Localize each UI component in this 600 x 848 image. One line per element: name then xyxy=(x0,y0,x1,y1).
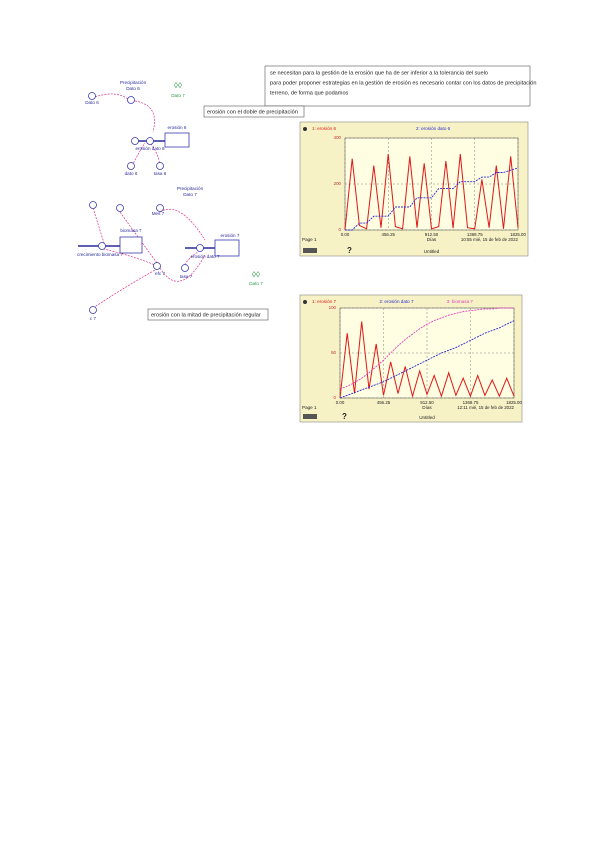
link xyxy=(184,251,199,266)
x-tick-label: 0.00 xyxy=(341,232,350,237)
legend-entry: 1: erosión 6 xyxy=(312,126,336,131)
node xyxy=(156,162,164,170)
series-line xyxy=(344,154,519,231)
caption: erosión con la mitad de precipitación re… xyxy=(151,312,261,318)
link xyxy=(159,208,206,241)
icon: ◊◊ xyxy=(252,270,260,279)
node-label: Dato 7 xyxy=(183,192,197,197)
paragraph-line: terreno, de forma que podamos xyxy=(270,90,349,96)
node-label: tasa 6 xyxy=(154,171,167,176)
y-tick-label: 100 xyxy=(329,305,337,310)
help-button: ? xyxy=(347,246,352,255)
caption-box xyxy=(203,105,305,118)
icon: ◊◊ xyxy=(174,81,182,90)
help-button: ? xyxy=(342,412,347,421)
diagram-2: ◊◊ Precipitación Dato 7 Mes 7 biomasa 7 … xyxy=(77,186,263,321)
y-tick-label: 50 xyxy=(331,350,336,355)
node xyxy=(89,306,97,314)
node xyxy=(89,201,97,209)
node-label: erosión 6 xyxy=(168,125,187,130)
x-tick-label: 1825.00 xyxy=(510,232,526,237)
node-label: Precipitación xyxy=(177,186,204,191)
paragraph-line: se necesitan para la gestión de la erosi… xyxy=(270,70,488,76)
series-line xyxy=(345,167,519,231)
node-label: biomasa 7 xyxy=(120,228,142,233)
valve xyxy=(98,242,106,250)
stock xyxy=(119,236,143,254)
node-label: Precipitación xyxy=(120,80,147,85)
node xyxy=(181,264,189,272)
y-tick-label: 400 xyxy=(334,135,342,140)
node-label: dato 6 xyxy=(125,171,138,176)
valve xyxy=(196,244,204,252)
toolbar-icon xyxy=(303,414,317,419)
node-label: crecimiento biomasa 7 xyxy=(77,252,123,257)
x-tick-label: 1368.75 xyxy=(463,400,479,405)
legend-entry: 2: erosión dato 7 xyxy=(379,299,414,304)
y-tick-label: 0 xyxy=(334,395,337,400)
node xyxy=(116,204,124,212)
link xyxy=(94,93,129,100)
node-label: erosión dato 7 xyxy=(190,254,220,259)
link xyxy=(99,247,156,266)
node xyxy=(153,262,161,270)
node-label: Dato 7 xyxy=(249,281,263,286)
node-label: Mes 7 xyxy=(152,211,165,216)
footer-label: Untitled xyxy=(419,415,435,420)
node xyxy=(88,92,96,100)
x-tick-label: 912.50 xyxy=(425,232,439,237)
stock xyxy=(164,132,190,148)
legend-entry: 1: erosión 7 xyxy=(312,299,336,304)
node-label: Dato 6 xyxy=(126,86,140,91)
node-label: Dato 6 xyxy=(85,100,99,105)
node-label: tasa 7 xyxy=(180,274,193,279)
legend-entry: 3: biomasa 7 xyxy=(447,299,474,304)
y-tick-label: 0 xyxy=(339,227,342,232)
node xyxy=(127,162,135,170)
node xyxy=(131,137,139,145)
node-label: efc 7 xyxy=(155,271,165,276)
node xyxy=(127,96,135,104)
link xyxy=(134,100,155,133)
y-tick-label: 200 xyxy=(334,181,342,186)
link xyxy=(92,207,105,244)
legend-entry: 2: erosión dato 6 xyxy=(416,126,451,131)
page-label: Page 1 xyxy=(302,405,317,410)
x-tick-label: 1368.75 xyxy=(467,232,483,237)
x-axis-label: Días xyxy=(422,405,432,410)
series-line xyxy=(339,320,515,399)
node-label: c 7 xyxy=(90,316,97,321)
text-box xyxy=(264,65,531,107)
x-tick-label: 456.25 xyxy=(382,232,396,237)
caption-box xyxy=(147,308,269,321)
footer-label: Untitled xyxy=(424,249,440,254)
paragraph-line: para poder proponer estrategias en la ge… xyxy=(270,80,537,86)
series-line xyxy=(339,307,514,390)
x-tick-label: 912.50 xyxy=(420,400,434,405)
caption: erosión con el doble de precipitación xyxy=(207,109,298,115)
x-tick-label: 0.00 xyxy=(336,400,345,405)
x-tick-label: 1825.00 xyxy=(506,400,522,405)
toolbar-icon xyxy=(303,248,317,253)
link xyxy=(92,269,156,309)
diagram-1: ◊◊ Precipitación Dato 6 Dato 6 Dato 7 er… xyxy=(85,80,190,176)
chart-icon xyxy=(303,127,307,131)
series-line xyxy=(339,321,515,399)
node-label: erosión dato 6 xyxy=(135,146,165,151)
node-label: Dato 7 xyxy=(171,93,185,98)
x-tick-label: 456.25 xyxy=(377,400,391,405)
stock xyxy=(214,239,240,257)
x-axis-label: Días xyxy=(427,237,437,242)
page-label: Page 1 xyxy=(302,237,317,242)
node-label: erosión 7 xyxy=(221,233,240,238)
timestamp: 12:11 mié, 15 de feb de 2022 xyxy=(457,405,514,410)
node xyxy=(156,204,164,212)
chart-icon xyxy=(303,300,307,304)
link xyxy=(159,254,206,282)
valve xyxy=(146,137,154,145)
timestamp: 10:55 mié, 15 de feb de 2022 xyxy=(461,237,519,242)
